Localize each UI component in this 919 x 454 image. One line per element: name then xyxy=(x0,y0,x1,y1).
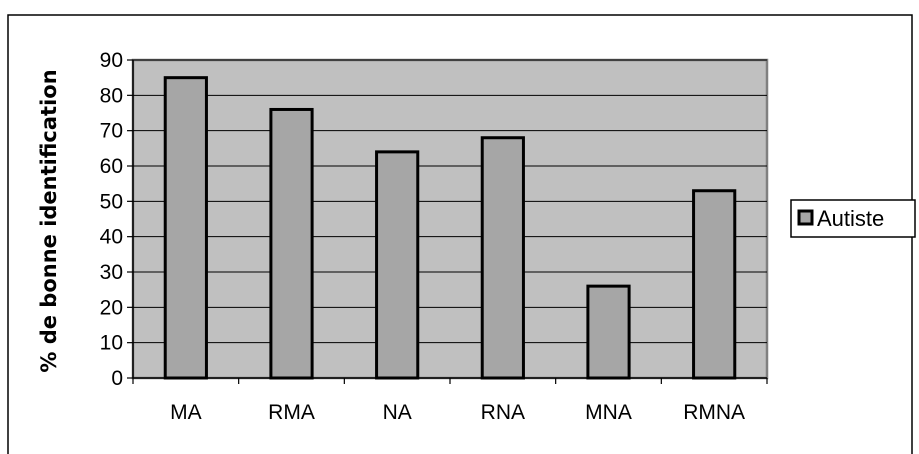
y-tick-label: 40 xyxy=(100,226,123,249)
bar-rmna xyxy=(692,189,737,380)
y-tick-label: 0 xyxy=(111,367,123,390)
y-tick-label: 10 xyxy=(100,332,123,355)
axes xyxy=(127,59,768,384)
y-tick-label: 80 xyxy=(100,84,123,107)
x-tick-label-ma: MA xyxy=(170,401,202,424)
y-tick-label: 50 xyxy=(100,190,123,213)
legend: Autiste xyxy=(790,199,916,238)
y-tick-label: 20 xyxy=(100,296,123,319)
legend-label-autiste: Autiste xyxy=(817,206,884,231)
bar-rna xyxy=(480,136,525,380)
y-tick-label: 60 xyxy=(100,155,123,178)
x-tick-label-rma: RMA xyxy=(268,401,315,424)
x-tick-labels: MA RMA NA RNA MNA RMNA xyxy=(170,401,745,424)
y-tick-label: 70 xyxy=(100,120,123,143)
x-tick-label-rna: RNA xyxy=(481,401,525,424)
bar-mna xyxy=(586,284,631,380)
y-axis-title: % de bonne identification xyxy=(37,69,61,372)
bar-ma xyxy=(163,76,208,380)
plot-area-background xyxy=(131,58,769,380)
bar-rma xyxy=(269,107,314,380)
legend-swatch-autiste xyxy=(797,209,814,226)
x-tick-label-na: NA xyxy=(383,401,412,424)
gridlines xyxy=(133,59,767,344)
bar-na xyxy=(375,150,420,380)
y-tick-labels: 0 10 20 30 40 50 60 70 80 90 xyxy=(100,49,123,390)
x-tick-label-rmna: RMNA xyxy=(683,401,745,424)
y-tick-label: 90 xyxy=(100,49,123,72)
x-tick-label-mna: MNA xyxy=(585,401,632,424)
y-tick-label: 30 xyxy=(100,261,123,284)
